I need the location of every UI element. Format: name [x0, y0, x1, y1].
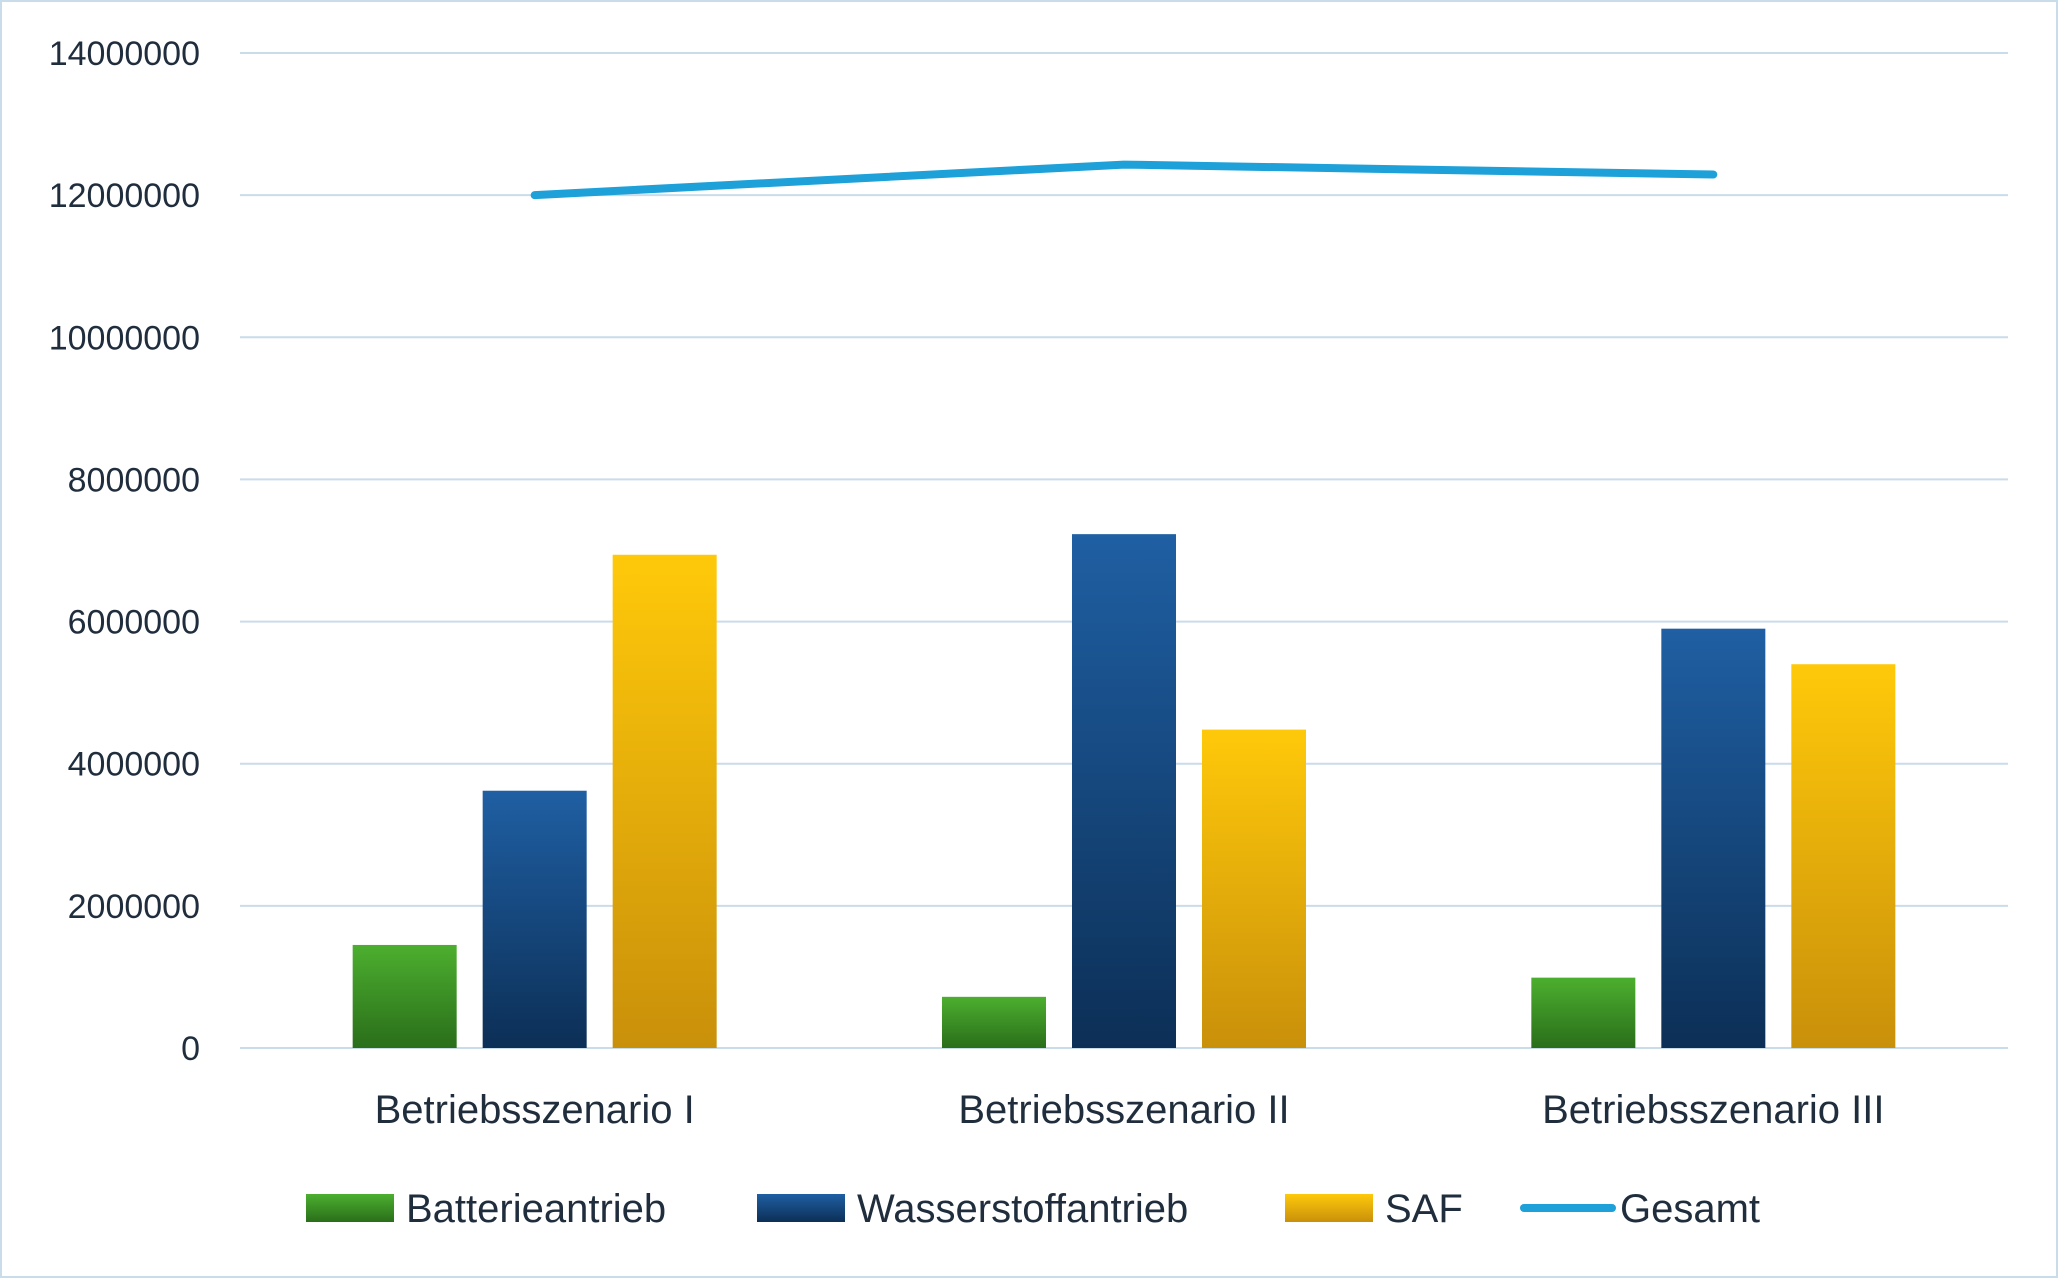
y-tick-label: 8000000 — [68, 461, 200, 499]
legend-item: Gesamt — [1524, 1187, 1760, 1231]
x-category-label: Betriebsszenario I — [375, 1088, 695, 1132]
legend-label: Wasserstoffantrieb — [857, 1187, 1188, 1231]
total-line — [535, 164, 1714, 195]
legend-label: Gesamt — [1620, 1187, 1760, 1231]
bar-saf-1 — [613, 555, 717, 1048]
y-tick-label: 2000000 — [68, 888, 200, 926]
y-tick-label: 14000000 — [49, 35, 200, 73]
x-category-label: Betriebsszenario III — [1542, 1088, 1884, 1132]
legend-swatch — [306, 1194, 394, 1222]
legend-label: Batterieantrieb — [406, 1187, 666, 1231]
y-tick-label: 12000000 — [49, 177, 200, 215]
legend: Batterieantrieb Wasserstoffantrieb SAF Gesa… — [306, 1187, 1760, 1231]
legend-swatch — [757, 1194, 845, 1222]
bar-saf-3 — [1791, 664, 1895, 1048]
y-tick-label: 0 — [181, 1030, 200, 1068]
bar-batterieantrieb-3 — [1531, 978, 1635, 1048]
y-tick-label: 4000000 — [68, 746, 200, 784]
bars — [353, 534, 1896, 1048]
legend-item: SAF — [1285, 1187, 1463, 1231]
legend-label: SAF — [1385, 1187, 1463, 1231]
bar-wasserstoffantrieb-3 — [1661, 629, 1765, 1048]
bar-wasserstoffantrieb-1 — [483, 791, 587, 1048]
bar-saf-2 — [1202, 730, 1306, 1048]
x-category-label: Betriebsszenario II — [958, 1088, 1289, 1132]
line-gesamt — [535, 165, 1714, 196]
y-axis-tick-labels: 0 2000000 4000000 6000000 8000000 10000000 120… — [49, 35, 200, 1068]
legend-swatch — [1285, 1194, 1373, 1222]
bar-batterieantrieb-1 — [353, 945, 457, 1048]
x-axis-category-labels: Betriebsszenario I Betriebsszenario II Bet… — [375, 1088, 1885, 1132]
legend-item: Batterieantrieb — [306, 1187, 666, 1231]
y-tick-label: 10000000 — [49, 319, 200, 357]
bar-wasserstoffantrieb-2 — [1072, 534, 1176, 1048]
legend-item: Wasserstoffantrieb — [757, 1187, 1188, 1231]
y-tick-label: 6000000 — [68, 604, 200, 642]
bar-batterieantrieb-2 — [942, 997, 1046, 1048]
